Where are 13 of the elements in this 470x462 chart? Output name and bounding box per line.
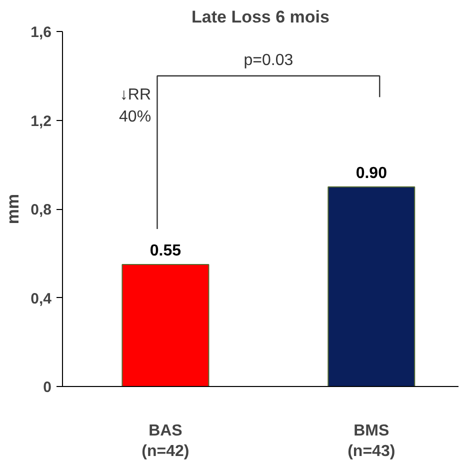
annotation: ↓RR 40%: [119, 86, 152, 126]
y-axis-title: mm: [4, 194, 23, 224]
chart-title: Late Loss 6 mois: [192, 8, 330, 26]
y-tick-label: 1,2: [30, 112, 52, 130]
y-tick-label: 1,6: [30, 24, 52, 41]
data-label: 0.55: [150, 242, 182, 260]
annotation: p=0.03: [244, 52, 294, 69]
y-tick-label: 0: [43, 379, 52, 396]
x-tick-label: BMS (n=43): [348, 422, 396, 460]
x-tick-label: BAS (n=42): [142, 422, 190, 460]
y-tick-label: 0,4: [30, 290, 52, 308]
y-tick-label: 0,8: [30, 202, 52, 218]
data-label: 0.90: [356, 164, 388, 182]
